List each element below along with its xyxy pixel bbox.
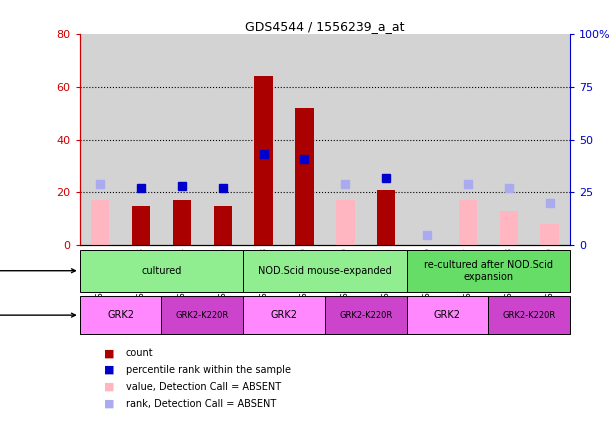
Bar <box>541 224 559 245</box>
Bar <box>447 34 489 245</box>
Text: protocol: protocol <box>0 266 75 276</box>
Title: GDS4544 / 1556239_a_at: GDS4544 / 1556239_a_at <box>245 20 405 33</box>
Bar <box>529 34 570 245</box>
Bar <box>406 250 570 292</box>
Bar <box>377 190 395 245</box>
Text: GRK2-K220R: GRK2-K220R <box>339 310 392 320</box>
Text: NOD.Scid mouse-expanded: NOD.Scid mouse-expanded <box>258 266 392 276</box>
Text: GRK2: GRK2 <box>107 310 134 320</box>
Bar <box>161 296 243 334</box>
Bar <box>459 201 477 245</box>
Text: GRK2-K220R: GRK2-K220R <box>503 310 556 320</box>
Bar <box>80 34 121 245</box>
Bar <box>366 34 406 245</box>
Bar <box>325 34 366 245</box>
Text: rank, Detection Call = ABSENT: rank, Detection Call = ABSENT <box>126 399 276 409</box>
Bar <box>161 34 202 245</box>
Bar <box>121 34 161 245</box>
Text: ■: ■ <box>104 382 115 392</box>
Bar <box>254 76 273 245</box>
Bar <box>80 296 161 334</box>
Bar <box>284 34 325 245</box>
Bar <box>243 296 325 334</box>
Bar <box>202 34 243 245</box>
Text: GRK2: GRK2 <box>434 310 461 320</box>
Text: genotype/variation: genotype/variation <box>0 310 75 320</box>
Bar <box>295 108 314 245</box>
Text: re-cultured after NOD.Scid
expansion: re-cultured after NOD.Scid expansion <box>424 260 553 282</box>
Bar <box>132 206 150 245</box>
Bar <box>91 201 109 245</box>
Bar <box>243 34 284 245</box>
Text: count: count <box>126 348 153 358</box>
Bar <box>243 250 406 292</box>
Text: GRK2: GRK2 <box>270 310 297 320</box>
Text: cultured: cultured <box>141 266 181 276</box>
Text: ■: ■ <box>104 348 115 358</box>
Bar <box>213 206 232 245</box>
Text: ■: ■ <box>104 399 115 409</box>
Text: percentile rank within the sample: percentile rank within the sample <box>126 365 291 375</box>
Bar <box>406 34 447 245</box>
Text: value, Detection Call = ABSENT: value, Detection Call = ABSENT <box>126 382 281 392</box>
Text: ■: ■ <box>104 365 115 375</box>
Bar <box>489 296 570 334</box>
Bar <box>336 201 354 245</box>
Bar <box>406 296 489 334</box>
Bar <box>500 211 518 245</box>
Bar <box>80 250 243 292</box>
Bar <box>173 201 191 245</box>
Bar <box>489 34 529 245</box>
Bar <box>325 296 406 334</box>
Text: GRK2-K220R: GRK2-K220R <box>176 310 229 320</box>
